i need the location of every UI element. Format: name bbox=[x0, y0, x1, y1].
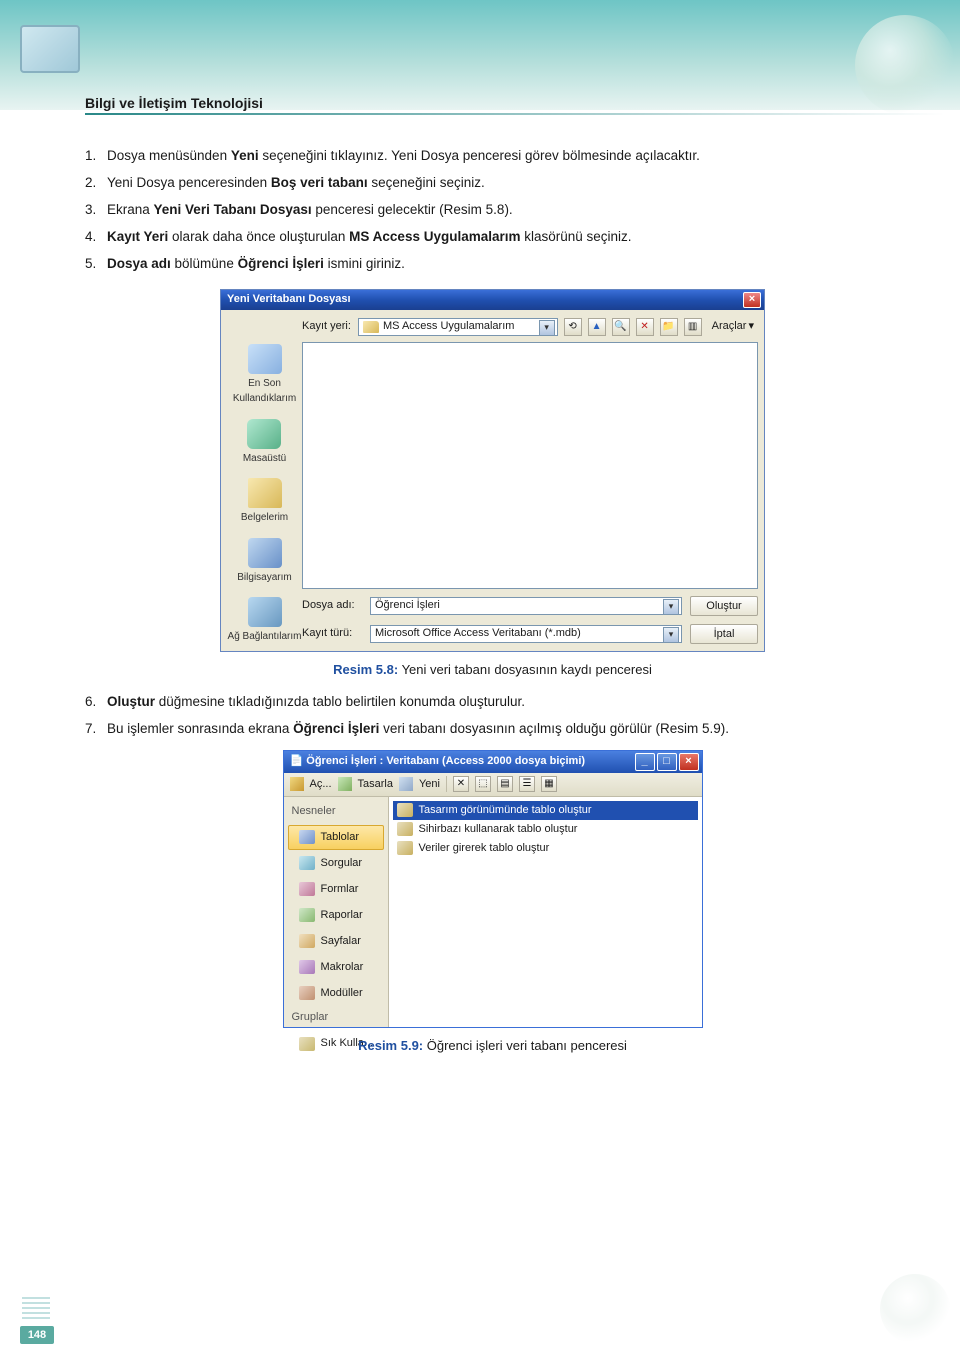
chapter-title: Bilgi ve İletişim Teknolojisi bbox=[85, 95, 263, 111]
nav-reports[interactable]: Raporlar bbox=[288, 903, 384, 928]
up-icon[interactable]: ▲ bbox=[588, 318, 606, 336]
places-recent[interactable]: En Son Kullandıklarım bbox=[227, 344, 302, 407]
open-button[interactable]: Aç... bbox=[310, 776, 332, 793]
access-db-window: 📄 Öğrenci İşleri : Veritabanı (Access 20… bbox=[283, 750, 703, 1028]
list-wizard[interactable]: Sihirbazı kullanarak tablo oluştur bbox=[393, 820, 698, 839]
save-in-combo[interactable]: MS Access Uygulamalarım bbox=[358, 318, 558, 336]
tables-icon bbox=[299, 830, 315, 844]
step-6: 6.Oluştur düğmesine tıkladığınızda tablo… bbox=[107, 692, 900, 713]
computer-icon bbox=[248, 538, 282, 568]
globe-decor bbox=[855, 15, 955, 115]
queries-icon bbox=[299, 856, 315, 870]
places-mydocs[interactable]: Belgelerim bbox=[241, 478, 288, 526]
header-gradient bbox=[0, 0, 960, 110]
list-design-view[interactable]: Tasarım görünümünde tablo oluştur bbox=[393, 801, 698, 820]
reports-icon bbox=[299, 908, 315, 922]
close-icon[interactable]: × bbox=[743, 292, 761, 308]
nav-forms[interactable]: Formlar bbox=[288, 877, 384, 902]
new-database-dialog: Yeni Veritabanı Dosyası × En Son Kulland… bbox=[220, 289, 765, 652]
objects-list: Tasarım görünümünde tablo oluştur Sihirb… bbox=[389, 797, 702, 1027]
details-icon[interactable]: ▦ bbox=[541, 776, 557, 792]
step-3: 3.Ekrana Yeni Veri Tabanı Dosyası pencer… bbox=[107, 200, 900, 221]
search-icon[interactable]: 🔍 bbox=[612, 318, 630, 336]
wizard-icon bbox=[397, 803, 413, 817]
close-icon[interactable]: × bbox=[679, 753, 699, 771]
caption-2: Resim 5.9: Öğrenci işleri veri tabanı pe… bbox=[85, 1036, 900, 1056]
db-titlebar: 📄 Öğrenci İşleri : Veritabanı (Access 20… bbox=[284, 751, 702, 773]
folder-icon bbox=[363, 321, 379, 333]
places-network[interactable]: Ağ Bağlantılarım bbox=[228, 597, 302, 645]
list-icon[interactable]: ☰ bbox=[519, 776, 535, 792]
places-mycomputer[interactable]: Bilgisayarım bbox=[237, 538, 291, 586]
caption-1: Resim 5.8: Yeni veri tabanı dosyasının k… bbox=[85, 660, 900, 680]
mydocs-icon bbox=[248, 478, 282, 508]
list-enter-data[interactable]: Veriler girerek tablo oluştur bbox=[393, 839, 698, 858]
filetype-label: Kayıt türü: bbox=[302, 625, 362, 642]
places-desktop[interactable]: Masaüstü bbox=[243, 419, 286, 467]
page-number: 148 bbox=[20, 1326, 54, 1344]
step-1: 1.Dosya menüsünden Yeni seçeneğini tıkla… bbox=[107, 146, 900, 167]
dialog-titlebar: Yeni Veritabanı Dosyası × bbox=[221, 290, 764, 310]
nav-header-objects: Nesneler bbox=[284, 801, 388, 824]
open-icon bbox=[290, 777, 304, 791]
delete-icon[interactable]: ✕ bbox=[453, 776, 469, 792]
separator bbox=[446, 776, 447, 792]
back-icon[interactable]: ⟲ bbox=[564, 318, 582, 336]
design-button[interactable]: Tasarla bbox=[358, 776, 393, 793]
forms-icon bbox=[299, 882, 315, 896]
network-icon bbox=[248, 597, 282, 627]
nav-header-groups: Gruplar bbox=[284, 1007, 388, 1030]
create-button[interactable]: Oluştur bbox=[690, 596, 758, 616]
recent-icon bbox=[248, 344, 282, 374]
maximize-icon[interactable]: □ bbox=[657, 753, 677, 771]
new-icon bbox=[399, 777, 413, 791]
filetype-combo[interactable]: Microsoft Office Access Veritabanı (*.md… bbox=[370, 625, 682, 643]
step-2: 2.Yeni Dosya penceresinden Boş veri taba… bbox=[107, 173, 900, 194]
footer-globe-decor bbox=[880, 1274, 950, 1344]
save-in-label: Kayıt yeri: bbox=[302, 318, 352, 335]
minimize-icon[interactable]: _ bbox=[635, 753, 655, 771]
file-list-area[interactable] bbox=[302, 342, 758, 589]
modules-icon bbox=[299, 986, 315, 1000]
wizard-icon bbox=[397, 822, 413, 836]
views-icon[interactable]: ▥ bbox=[684, 318, 702, 336]
newfolder-icon[interactable]: 📁 bbox=[660, 318, 678, 336]
nav-pages[interactable]: Sayfalar bbox=[288, 929, 384, 954]
pages-icon bbox=[299, 934, 315, 948]
filename-label: Dosya adı: bbox=[302, 597, 362, 614]
macros-icon bbox=[299, 960, 315, 974]
filename-input[interactable]: Öğrenci İşleri bbox=[370, 597, 682, 615]
wizard-icon bbox=[397, 841, 413, 855]
desktop-icon bbox=[247, 419, 281, 449]
large-icons-icon[interactable]: ⬚ bbox=[475, 776, 491, 792]
delete-icon[interactable]: ✕ bbox=[636, 318, 654, 336]
design-icon bbox=[338, 777, 352, 791]
db-toolbar: Aç... Tasarla Yeni ✕ ⬚ ▤ ☰ ▦ bbox=[284, 773, 702, 797]
objects-nav: Nesneler Tablolar Sorgular Formlar Rapor… bbox=[284, 797, 389, 1027]
nav-modules[interactable]: Modüller bbox=[288, 981, 384, 1006]
monitor-icon bbox=[20, 25, 80, 73]
step-5: 5.Dosya adı bölümüne Öğrenci İşleri ismi… bbox=[107, 254, 900, 275]
dialog-title: Yeni Veritabanı Dosyası bbox=[227, 291, 351, 308]
favorites-icon bbox=[299, 1037, 315, 1051]
small-icons-icon[interactable]: ▤ bbox=[497, 776, 513, 792]
step-4: 4.Kayıt Yeri olarak daha önce oluşturula… bbox=[107, 227, 900, 248]
nav-macros[interactable]: Makrolar bbox=[288, 955, 384, 980]
content-area: 1.Dosya menüsünden Yeni seçeneğini tıkla… bbox=[85, 140, 900, 1068]
footer-decoration bbox=[22, 1295, 50, 1319]
places-bar: En Son Kullandıklarım Masaüstü Belgeleri… bbox=[227, 316, 302, 645]
nav-queries[interactable]: Sorgular bbox=[288, 851, 384, 876]
nav-tables[interactable]: Tablolar bbox=[288, 825, 384, 850]
step-7: 7.Bu işlemler sonrasında ekrana Öğrenci … bbox=[107, 719, 900, 740]
db-window-title: 📄 Öğrenci İşleri : Veritabanı (Access 20… bbox=[290, 753, 586, 770]
tools-menu[interactable]: Araçlar ▾ bbox=[708, 318, 758, 335]
cancel-button[interactable]: İptal bbox=[690, 624, 758, 644]
new-button[interactable]: Yeni bbox=[419, 776, 440, 793]
